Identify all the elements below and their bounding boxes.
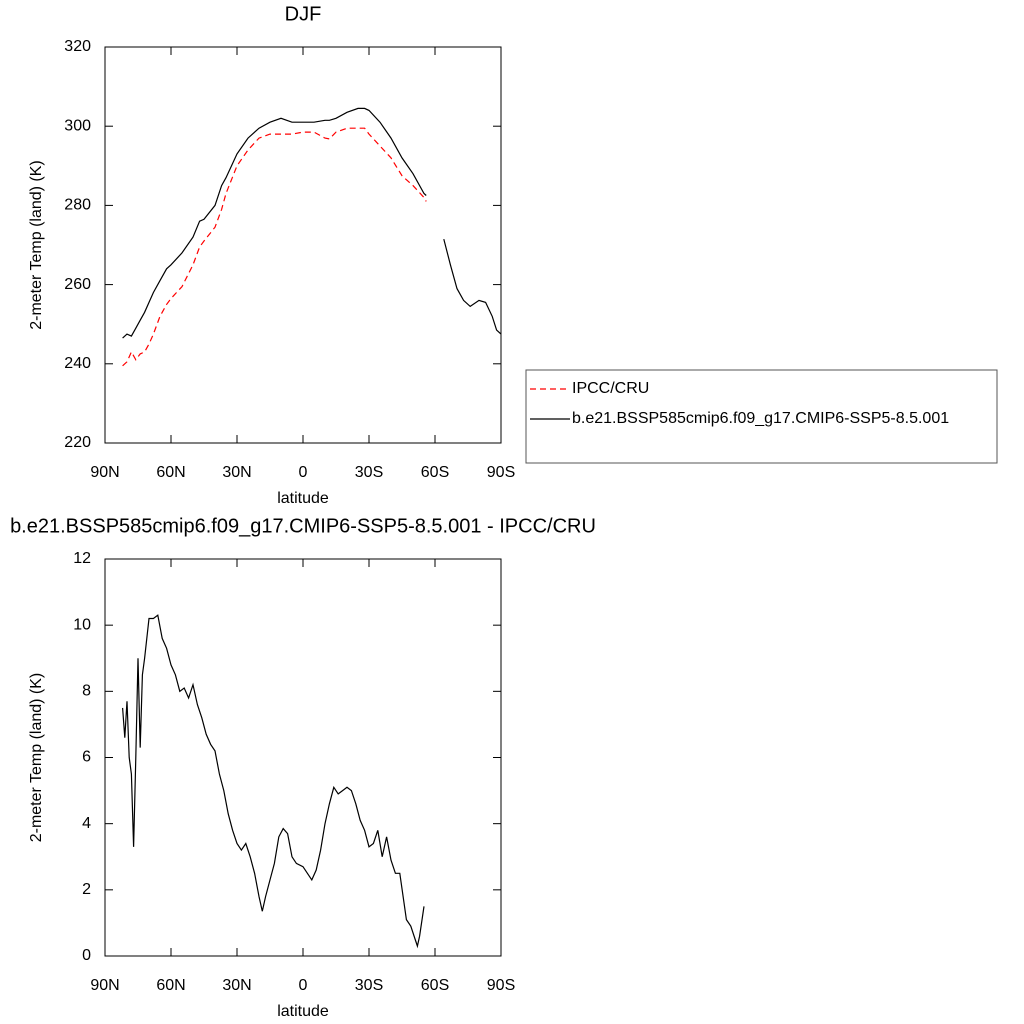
- chart-title: b.e21.BSSP585cmip6.f09_g17.CMIP6-SSP5-8.…: [10, 515, 596, 537]
- y-tick-label: 10: [73, 616, 91, 633]
- y-tick-label: 8: [82, 683, 91, 700]
- legend-label: b.e21.BSSP585cmip6.f09_g17.CMIP6-SSP5-8.…: [572, 410, 949, 427]
- x-tick-label: 30S: [355, 464, 383, 481]
- x-tick-label: 0: [299, 464, 308, 481]
- plot-frame: [104, 46, 502, 444]
- x-tick-label: 30N: [222, 977, 251, 994]
- chart-title: DJF: [285, 3, 322, 25]
- plot-frame: [104, 558, 502, 957]
- y-tick-label: 300: [64, 117, 91, 134]
- x-tick-label: 90N: [90, 464, 119, 481]
- y-tick-label: 240: [64, 355, 91, 372]
- line-series: [122, 614, 425, 949]
- legend-label: IPCC/CRU: [572, 380, 649, 397]
- x-tick-label: 90S: [487, 464, 515, 481]
- y-tick-label: 2: [82, 881, 91, 898]
- x-tick-label: 0: [299, 977, 308, 994]
- y-tick-label: 320: [64, 38, 91, 55]
- x-tick-label: 90N: [90, 977, 119, 994]
- y-axis-label: 2-meter Temp (land) (K): [28, 673, 45, 843]
- y-tick-label: 220: [64, 434, 91, 451]
- x-tick-label: 60S: [421, 464, 449, 481]
- y-tick-label: 280: [64, 197, 91, 214]
- x-tick-label: 60N: [156, 464, 185, 481]
- y-axis-label: 2-meter Temp (land) (K): [28, 160, 45, 330]
- line-series: [122, 107, 502, 339]
- x-tick-label: 60S: [421, 977, 449, 994]
- x-axis-label: latitude: [277, 490, 329, 507]
- y-tick-label: 260: [64, 276, 91, 293]
- line-series: [122, 127, 427, 367]
- y-tick-label: 12: [73, 550, 91, 567]
- y-tick-label: 4: [82, 815, 91, 832]
- legend-box: [525, 369, 998, 464]
- x-tick-label: 30S: [355, 977, 383, 994]
- x-tick-label: 30N: [222, 464, 251, 481]
- x-axis-label: latitude: [277, 1003, 329, 1020]
- x-tick-label: 90S: [487, 977, 515, 994]
- x-tick-label: 60N: [156, 977, 185, 994]
- y-tick-label: 0: [82, 947, 91, 964]
- y-tick-label: 6: [82, 749, 91, 766]
